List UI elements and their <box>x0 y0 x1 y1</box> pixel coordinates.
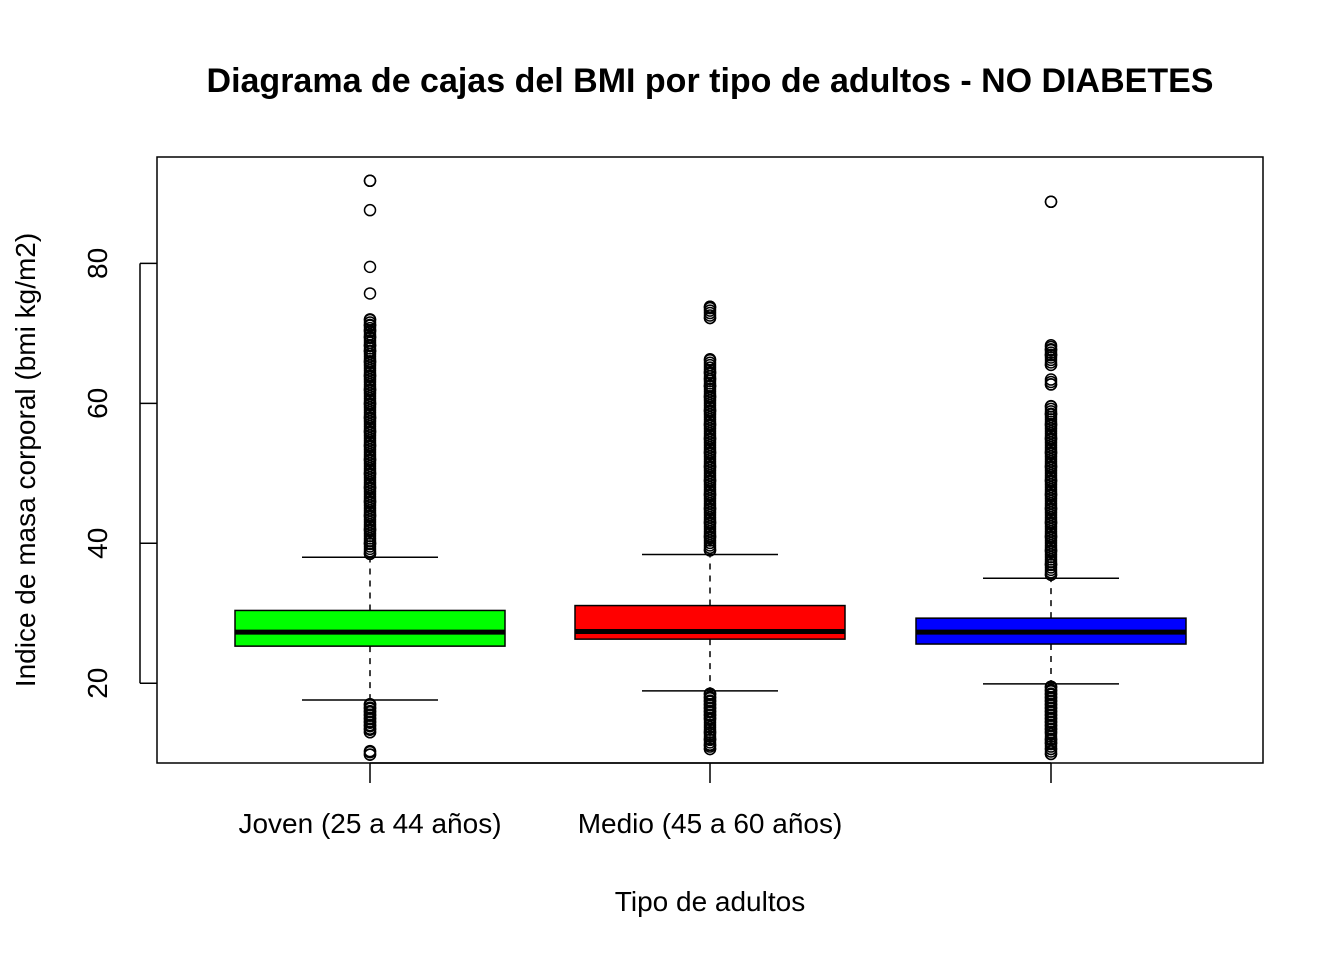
box-group-3 <box>915 195 1187 761</box>
outlier-point <box>703 354 717 367</box>
y-tick-label: 60 <box>82 388 113 419</box>
outlier-point <box>363 287 377 300</box>
outlier-point <box>1044 340 1058 354</box>
box-iqr <box>234 609 506 647</box>
outlier-point <box>1044 680 1058 693</box>
box-group-2 <box>574 300 846 756</box>
y-tick-label: 40 <box>82 528 113 559</box>
x-tick-label: Joven (25 a 44 años) <box>238 808 501 839</box>
box-group-1 <box>234 174 506 761</box>
outlier-point <box>363 697 377 711</box>
outlier-point <box>363 313 377 327</box>
outlier-point <box>703 300 717 314</box>
outlier-point <box>363 260 377 274</box>
x-tick-label: Medio (45 a 60 años) <box>578 808 843 839</box>
y-axis-label: Indice de masa corporal (bmi kg/m2) <box>10 233 41 687</box>
outlier-point <box>1044 400 1058 413</box>
outlier-point <box>1044 195 1058 209</box>
boxes-layer <box>234 174 1187 761</box>
y-axis: 20 40 60 80 <box>82 248 157 699</box>
outlier-point <box>1044 375 1058 389</box>
y-tick-label: 80 <box>82 248 113 279</box>
x-axis-label: Tipo de adultos <box>615 886 805 917</box>
outlier-point <box>363 203 377 217</box>
outlier-point <box>363 174 377 188</box>
chart-title: Diagrama de cajas del BMI por tipo de ad… <box>207 62 1214 100</box>
outlier-point <box>703 687 717 700</box>
outlier-point <box>363 745 377 759</box>
box-iqr <box>574 604 846 640</box>
y-tick-label: 20 <box>82 668 113 699</box>
x-axis: Joven (25 a 44 años) Medio (45 a 60 años) <box>238 762 1052 839</box>
